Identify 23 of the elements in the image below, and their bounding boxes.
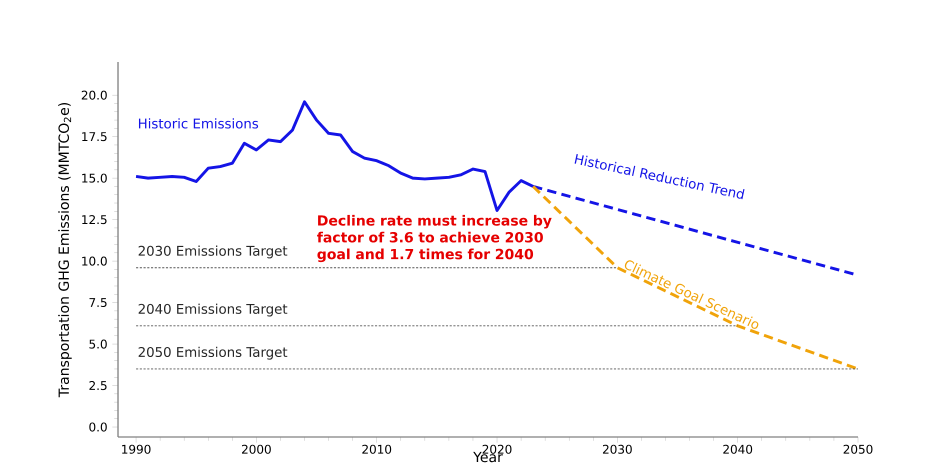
y-tick-label: 20.0	[82, 90, 107, 100]
series-label: 2040 Emissions Target	[138, 304, 288, 317]
x-axis-title: Year	[473, 452, 503, 462]
y-tick-label: 2.5	[89, 381, 107, 390]
y-tick-label: 12.5	[82, 215, 107, 224]
x-tick-label: 2050	[844, 444, 872, 454]
x-tick-label: 2000	[242, 444, 271, 454]
series-label: 2030 Emissions Target	[138, 246, 288, 258]
x-tick-label: 2030	[602, 444, 632, 454]
y-tick-label: 10.0	[82, 256, 107, 266]
x-tick-label: 2020	[482, 444, 512, 454]
x-tick-label: 2010	[362, 444, 392, 454]
y-tick-label: 7.5	[90, 298, 107, 308]
y-tick-label: 17.5	[82, 132, 107, 142]
annotation: Decline rate must increase by factor of 3.6 to achieve 2030 goal and 1.7 times for 2040	[317, 214, 552, 262]
x-tick-label: 1990	[122, 444, 151, 454]
series-label: 2050 Emissions Target	[138, 346, 288, 360]
y-tick-label: 15.0	[82, 174, 107, 183]
y-axis-title: Transportation GHG Emissions (MMTCO$_{2}$e)	[58, 103, 72, 398]
y-tick-label: 0.0	[89, 422, 107, 432]
x-tick-label: 2040	[723, 444, 752, 454]
y-tick-label: 5.0	[89, 340, 107, 349]
series-label: Historic Emissions	[138, 118, 258, 129]
